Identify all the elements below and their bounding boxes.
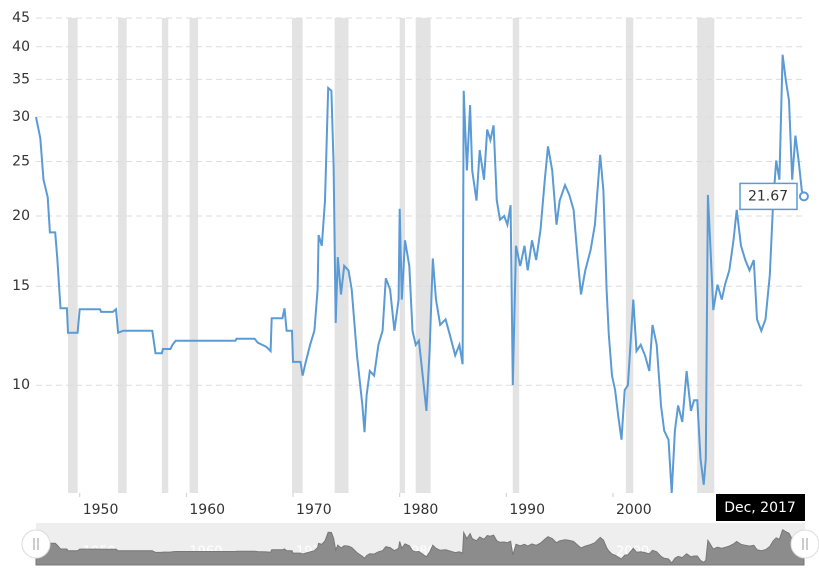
recession-band [118, 18, 127, 493]
recession-band [291, 18, 303, 493]
recession-band [697, 18, 715, 493]
y-tick-label: 25 [12, 153, 30, 169]
tooltip-box [739, 182, 798, 211]
hover-point [798, 191, 809, 202]
recession-band [161, 18, 169, 493]
recession-band [67, 18, 78, 493]
x-tick-label: 1980 [403, 502, 439, 518]
date-box [716, 494, 805, 521]
navigator-area [35, 529, 805, 566]
x-tick-label: 2000 [616, 502, 652, 518]
recession-band [415, 18, 431, 493]
y-tick-label: 45 [12, 10, 30, 26]
x-tick-label: 1960 [189, 502, 225, 518]
y-tick-label: 10 [12, 377, 30, 393]
tooltip-value: 21.67 [748, 188, 788, 204]
y-tick-label: 15 [12, 278, 30, 294]
recession-band [334, 18, 349, 493]
recession-band [189, 18, 199, 493]
tooltip-date: Dec, 2017 [724, 500, 796, 516]
y-tick-label: 40 [12, 39, 30, 55]
x-tick-label: 1950 [83, 502, 119, 518]
y-tick-label: 35 [12, 71, 30, 87]
navigator-handle[interactable] [790, 529, 819, 559]
line [35, 54, 805, 494]
navigator-handle[interactable] [21, 529, 51, 559]
recession-band [625, 18, 634, 493]
x-tick-label: 1990 [509, 502, 545, 518]
y-tick-label: 30 [12, 109, 30, 125]
recession-band [399, 18, 406, 493]
x-tick-label: 1970 [296, 502, 332, 518]
y-tick-label: 20 [12, 208, 30, 224]
